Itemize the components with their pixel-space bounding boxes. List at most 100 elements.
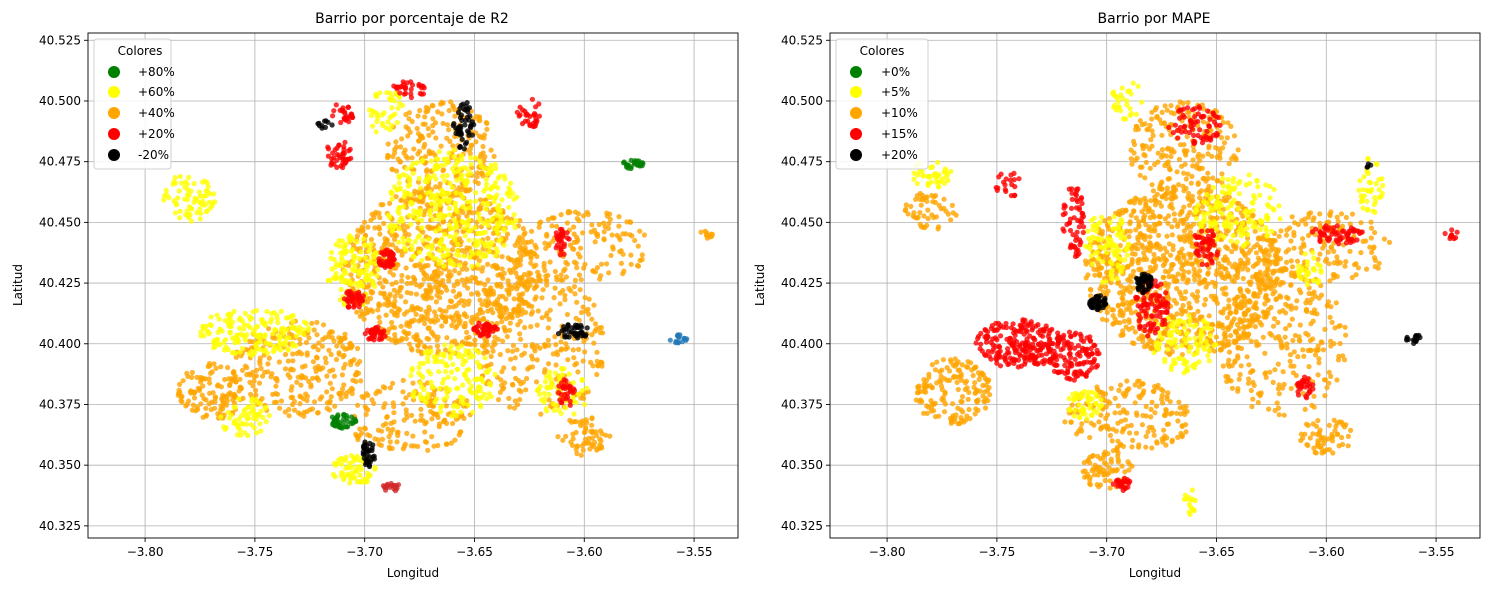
scatter-point bbox=[552, 370, 559, 376]
scatter-point bbox=[408, 290, 414, 296]
scatter-point bbox=[675, 339, 681, 345]
scatter-point bbox=[325, 277, 332, 284]
scatter-point bbox=[345, 471, 351, 477]
scatter-point bbox=[963, 378, 970, 384]
scatter-point bbox=[443, 403, 449, 409]
scatter-point bbox=[437, 240, 443, 246]
scatter-point bbox=[319, 343, 325, 349]
scatter-point bbox=[1162, 216, 1168, 222]
scatter-point bbox=[411, 146, 417, 152]
scatter-point bbox=[1129, 259, 1135, 265]
scatter-point bbox=[1253, 250, 1260, 256]
scatter-point bbox=[183, 179, 189, 185]
scatter-point bbox=[466, 117, 472, 123]
legend-title: Colores bbox=[118, 44, 163, 58]
scatter-point bbox=[455, 109, 462, 116]
scatter-point bbox=[347, 288, 353, 294]
scatter-point bbox=[571, 411, 577, 417]
scatter-point bbox=[480, 326, 486, 332]
scatter-point bbox=[1163, 257, 1169, 263]
scatter-point bbox=[473, 139, 479, 145]
scatter-point bbox=[437, 225, 443, 232]
scatter-point bbox=[494, 213, 500, 219]
scatter-point bbox=[1213, 297, 1219, 303]
scatter-point bbox=[388, 189, 394, 195]
scatter-point bbox=[484, 126, 490, 132]
scatter-point bbox=[1168, 201, 1174, 207]
scatter-point bbox=[616, 214, 622, 220]
scatter-point bbox=[499, 213, 505, 219]
scatter-point bbox=[554, 223, 560, 229]
scatter-point bbox=[564, 311, 571, 318]
scatter-point bbox=[1110, 313, 1116, 319]
scatter-point bbox=[420, 157, 426, 163]
scatter-point bbox=[1124, 287, 1130, 293]
scatter-point bbox=[327, 380, 333, 386]
scatter-point bbox=[362, 425, 368, 431]
scatter-point bbox=[251, 425, 257, 431]
scatter-point bbox=[1234, 274, 1240, 281]
scatter-point bbox=[513, 375, 519, 381]
scatter-point bbox=[980, 382, 986, 389]
scatter-point bbox=[570, 347, 576, 353]
scatter-point bbox=[977, 388, 983, 394]
scatter-point bbox=[1152, 228, 1158, 234]
scatter-point bbox=[370, 454, 376, 460]
scatter-point bbox=[459, 247, 465, 254]
scatter-point bbox=[1142, 195, 1148, 201]
scatter-point bbox=[459, 172, 465, 178]
scatter-point bbox=[494, 223, 501, 229]
scatter-point bbox=[398, 284, 404, 291]
scatter-point bbox=[1179, 311, 1185, 317]
scatter-point bbox=[330, 150, 336, 156]
scatter-point bbox=[402, 247, 409, 253]
scatter-point bbox=[1137, 230, 1143, 237]
scatter-point bbox=[364, 284, 370, 290]
scatter-point bbox=[380, 384, 386, 390]
scatter-point bbox=[1123, 208, 1129, 214]
scatter-point bbox=[532, 242, 538, 248]
scatter-point bbox=[449, 322, 455, 329]
scatter-point bbox=[509, 286, 515, 292]
scatter-point bbox=[350, 247, 356, 253]
scatter-point bbox=[617, 249, 623, 255]
scatter-point bbox=[1244, 287, 1250, 293]
scatter-point bbox=[252, 327, 258, 333]
scatter-point bbox=[329, 266, 335, 272]
scatter-point bbox=[1104, 317, 1110, 323]
scatter-point bbox=[466, 298, 472, 304]
scatter-point bbox=[542, 267, 548, 274]
scatter-point bbox=[528, 239, 535, 245]
scatter-point bbox=[1175, 271, 1181, 277]
scatter-point bbox=[427, 175, 433, 181]
scatter-point bbox=[517, 302, 523, 308]
scatter-point bbox=[345, 303, 351, 310]
scatter-point bbox=[313, 354, 320, 360]
scatter-point bbox=[432, 269, 438, 275]
scatter-point bbox=[498, 306, 504, 313]
scatter-point bbox=[305, 327, 311, 333]
scatter-point bbox=[425, 126, 431, 132]
scatter-point bbox=[410, 380, 416, 386]
scatter-point bbox=[485, 222, 491, 228]
scatter-point bbox=[377, 90, 383, 96]
scatter-point bbox=[1165, 220, 1171, 226]
scatter-point bbox=[578, 452, 584, 458]
scatter-point bbox=[414, 160, 420, 166]
scatter-point bbox=[277, 341, 283, 348]
scatter-point bbox=[338, 250, 344, 256]
scatter-point bbox=[1222, 336, 1228, 342]
scatter-point bbox=[443, 319, 449, 325]
scatter-point bbox=[444, 441, 450, 447]
scatter-point bbox=[456, 185, 462, 191]
scatter-point bbox=[381, 262, 387, 269]
scatter-point bbox=[347, 233, 353, 239]
scatter-point bbox=[389, 166, 395, 172]
scatter-point bbox=[240, 345, 246, 351]
scatter-point bbox=[417, 380, 423, 386]
scatter-point bbox=[1195, 308, 1201, 314]
scatter-point bbox=[452, 203, 458, 209]
scatter-point bbox=[510, 342, 516, 349]
scatter-point bbox=[185, 398, 192, 404]
scatter-point bbox=[376, 256, 382, 262]
